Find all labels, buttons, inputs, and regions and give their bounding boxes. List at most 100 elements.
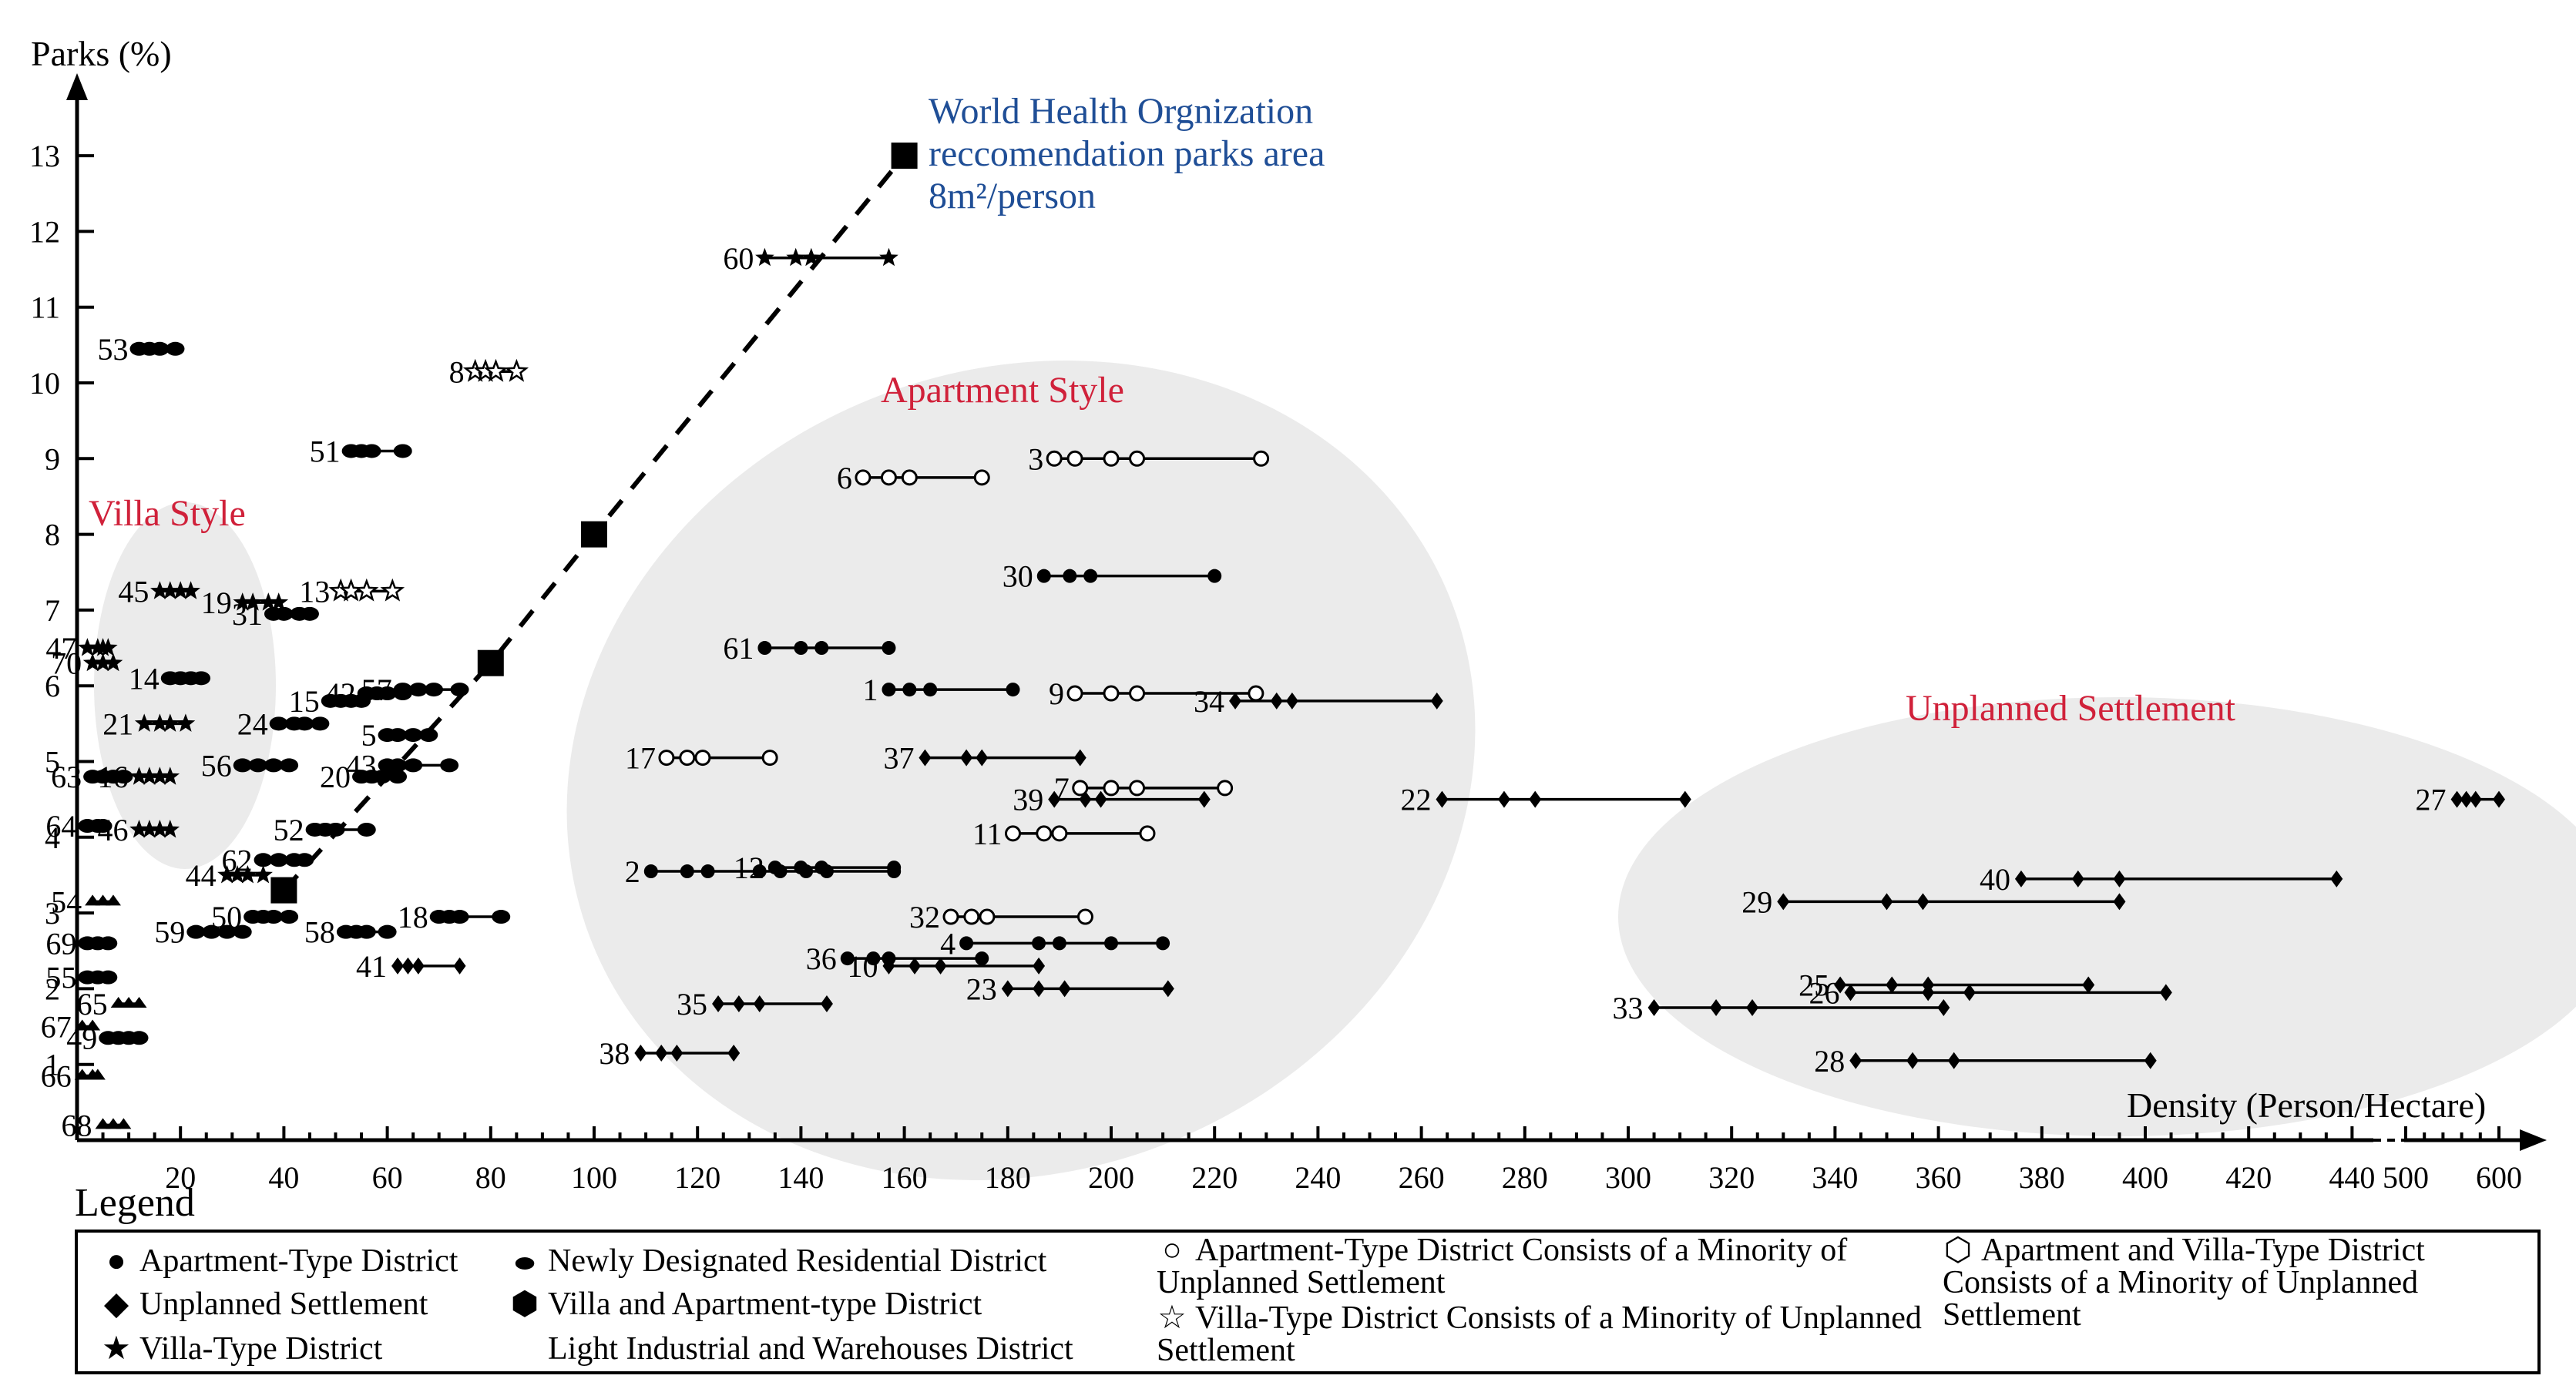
y-tick-label: 2 — [45, 971, 60, 1006]
y-axis-arrow — [66, 73, 88, 100]
marker-newly — [280, 910, 299, 924]
who-square-marker — [477, 649, 504, 676]
district-label: 27 — [2416, 783, 2447, 817]
who-label-line-3: 8m²/person — [929, 176, 1096, 216]
marker-newly — [450, 910, 469, 924]
x-tick-label: 500 — [2383, 1160, 2429, 1195]
x-tick-label: 260 — [1399, 1160, 1445, 1195]
marker-newly — [166, 341, 185, 356]
marker-unplanned — [1270, 692, 1283, 710]
who-square-marker — [270, 877, 297, 904]
x-tick-label: 360 — [1916, 1160, 1962, 1195]
x-tick-label: 140 — [778, 1160, 824, 1195]
marker-light-industrial — [110, 997, 126, 1008]
marker-apt-minority — [1129, 685, 1146, 702]
marker-apartment — [882, 683, 896, 697]
marker-villa — [160, 820, 180, 838]
marker-apt-minority — [1046, 450, 1063, 467]
district-label: 37 — [883, 741, 914, 776]
legend-label: Light Industrial and Warehouses District — [548, 1331, 1073, 1367]
district-label: 38 — [599, 1036, 630, 1071]
y-tick-label: 6 — [45, 669, 60, 703]
marker-apt-minority — [880, 469, 897, 486]
marker-unplanned — [1430, 692, 1443, 710]
marker-light-industrial — [95, 894, 111, 906]
marker-unplanned — [1849, 1052, 1862, 1069]
marker-newly — [440, 758, 459, 773]
marker-unplanned — [1947, 1052, 1960, 1069]
marker-villa — [801, 247, 821, 267]
marker-unplanned — [2113, 893, 2126, 911]
marker-villa — [755, 247, 774, 267]
marker-villa — [134, 713, 154, 732]
district-label: 41 — [356, 949, 387, 984]
marker-unplanned — [655, 1044, 668, 1062]
marker-light-industrial — [116, 1118, 132, 1129]
district-label: 66 — [41, 1058, 72, 1093]
marker-apartment — [923, 683, 938, 697]
legend-label: Apartment and Villa-Type District Consis… — [1943, 1233, 2425, 1333]
x-tick-label: 180 — [985, 1160, 1031, 1195]
regions-layer — [94, 361, 2576, 1180]
legend-title: Legend — [75, 1181, 195, 1225]
marker-unplanned — [2450, 790, 2463, 808]
marker-light-industrial — [85, 894, 101, 906]
marker-apt-minority — [1066, 450, 1083, 467]
marker-unplanned — [1497, 790, 1510, 808]
x-axis-title: Density (Person/Hectare) — [2127, 1085, 2486, 1125]
marker-newly — [300, 606, 319, 621]
marker-newly — [99, 936, 118, 951]
legend-label: Apartment-Type District — [139, 1243, 458, 1279]
legend-item-villa-apt: ⬢ Villa and Apartment-type District — [509, 1287, 982, 1322]
x-tick-label: 100 — [571, 1160, 617, 1195]
marker-light-industrial — [105, 894, 121, 906]
marker-villa — [786, 247, 806, 267]
marker-unplanned — [1197, 790, 1211, 808]
district-label: 13 — [299, 574, 330, 609]
marker-newly — [388, 728, 408, 743]
marker-apartment — [1083, 569, 1098, 583]
marker-newly — [202, 924, 221, 939]
marker-light-industrial — [105, 1118, 121, 1129]
marker-newly — [388, 770, 408, 784]
marker-unplanned — [2144, 1052, 2157, 1069]
district-label: 5 — [361, 718, 377, 753]
marker-newly — [233, 924, 252, 939]
marker-unplanned — [634, 1044, 647, 1062]
district-label: 58 — [304, 915, 335, 950]
y-tick-label: 3 — [45, 896, 60, 931]
marker-newly — [378, 686, 397, 701]
district-label: 6 — [837, 461, 852, 495]
region-label-unplanned: Unplanned Settlement — [1906, 688, 2236, 729]
marker-newly — [388, 758, 408, 773]
district-label: 32 — [909, 900, 940, 934]
marker-unplanned — [670, 1044, 683, 1062]
marker-apt-minority — [658, 750, 675, 767]
marker-unplanned — [820, 995, 833, 1013]
x-tick-label: 60 — [372, 1160, 403, 1195]
legend-item-villa-minority: ☆ Villa-Type District Consists of a Minor… — [1157, 1302, 1927, 1367]
marker-apartment — [794, 861, 808, 875]
district-label: 60 — [723, 241, 754, 276]
marker-apt-minority — [1253, 450, 1270, 467]
legend-label: Villa-Type District Consists of a Minori… — [1157, 1300, 1922, 1368]
marker-villa — [93, 653, 113, 672]
marker-newly — [311, 716, 330, 731]
region-unplanned — [1618, 697, 2576, 1136]
marker-villa — [82, 653, 102, 672]
marker-newly — [233, 758, 252, 773]
marker-unplanned — [1922, 984, 1935, 1001]
marker-villa — [181, 581, 200, 599]
marker-unplanned — [1285, 692, 1298, 710]
marker-newly — [150, 341, 170, 356]
y-tick-label: 7 — [45, 593, 60, 628]
marker-unplanned — [727, 1044, 741, 1062]
filled-star-icon: ★ — [102, 1331, 131, 1367]
marker-villa — [78, 638, 97, 656]
filled-hexagon-icon: ⬢ — [510, 1287, 539, 1322]
legend-label: Newly Designated Residential District — [548, 1243, 1047, 1279]
legend-item-villa: ★ Villa-Type District — [101, 1331, 382, 1367]
marker-unplanned — [2469, 790, 2482, 808]
marker-newly — [393, 683, 412, 697]
marker-unplanned — [1906, 1052, 1919, 1069]
